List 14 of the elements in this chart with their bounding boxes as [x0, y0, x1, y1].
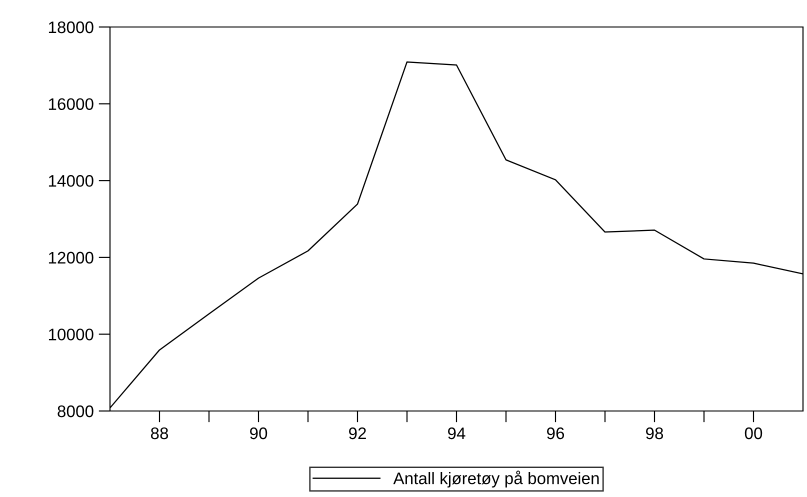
y-tick-label: 16000: [48, 98, 94, 110]
y-tick-label: 18000: [48, 21, 94, 34]
y-tick-label: 12000: [48, 252, 94, 264]
y-tick-label: 8000: [58, 405, 94, 418]
x-tick-label: 94: [448, 427, 466, 440]
x-tick-label: 96: [547, 427, 564, 440]
x-tick-label: 92: [349, 427, 366, 440]
x-tick-label: 98: [646, 427, 664, 440]
x-tick-label: 88: [150, 427, 168, 440]
legend-label: Antall kjøretøy på bomveien: [393, 470, 599, 488]
x-tick-label: 00: [744, 427, 762, 440]
x-tick-label: 90: [250, 427, 268, 440]
y-tick-label: 14000: [48, 175, 94, 187]
y-tick-label: 10000: [48, 328, 94, 340]
